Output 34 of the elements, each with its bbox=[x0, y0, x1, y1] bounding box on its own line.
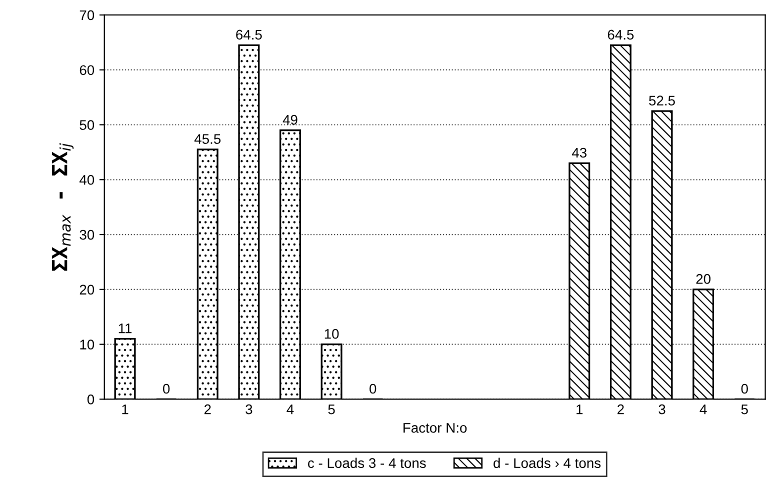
data-label: 45.5 bbox=[194, 134, 221, 144]
data-label: 52.5 bbox=[649, 96, 675, 106]
y-axis-title: ΣX$_{max}$ - ΣX$_{ij}$ bbox=[52, 143, 74, 271]
data-label: 64.5 bbox=[608, 30, 634, 40]
x-tick-label: 2 bbox=[618, 404, 624, 414]
data-label: 64.5 bbox=[236, 30, 262, 40]
x-tick-label: 3 bbox=[658, 404, 666, 414]
data-label: 0 bbox=[741, 384, 748, 394]
x-tick-label: 4 bbox=[700, 404, 707, 414]
legend-label: d - Loads › 4 tons bbox=[494, 458, 601, 468]
x-tick-label: 5 bbox=[741, 404, 748, 414]
x-tick-label: 1 bbox=[576, 404, 583, 414]
x-axis-title: Factor N:o bbox=[404, 423, 467, 433]
y-tick-label: 0 bbox=[87, 394, 94, 404]
data-label: 11 bbox=[118, 324, 132, 334]
data-label: 10 bbox=[324, 328, 339, 339]
data-label: 43 bbox=[572, 148, 586, 158]
y-tick-label: 60 bbox=[80, 65, 94, 76]
data-label: 0 bbox=[162, 384, 170, 394]
x-tick-label: 5 bbox=[328, 404, 335, 414]
data-label: 20 bbox=[696, 274, 710, 284]
data-label: 49 bbox=[282, 114, 298, 125]
y-tick-label: 70 bbox=[80, 10, 94, 20]
x-tick-label: 2 bbox=[204, 404, 211, 414]
y-tick-label: 20 bbox=[80, 284, 94, 295]
x-tick-label: 4 bbox=[286, 404, 294, 414]
y-tick-label: 50 bbox=[80, 120, 94, 130]
y-tick-label: 10 bbox=[80, 340, 94, 350]
x-tick-label: 3 bbox=[246, 404, 252, 414]
y-tick-label: 30 bbox=[80, 230, 94, 240]
x-tick-label: 1 bbox=[122, 404, 128, 414]
y-tick-label: 40 bbox=[80, 174, 94, 185]
data-label: 0 bbox=[370, 384, 376, 394]
legend-label: c - Loads 3 - 4 tons bbox=[308, 458, 426, 468]
